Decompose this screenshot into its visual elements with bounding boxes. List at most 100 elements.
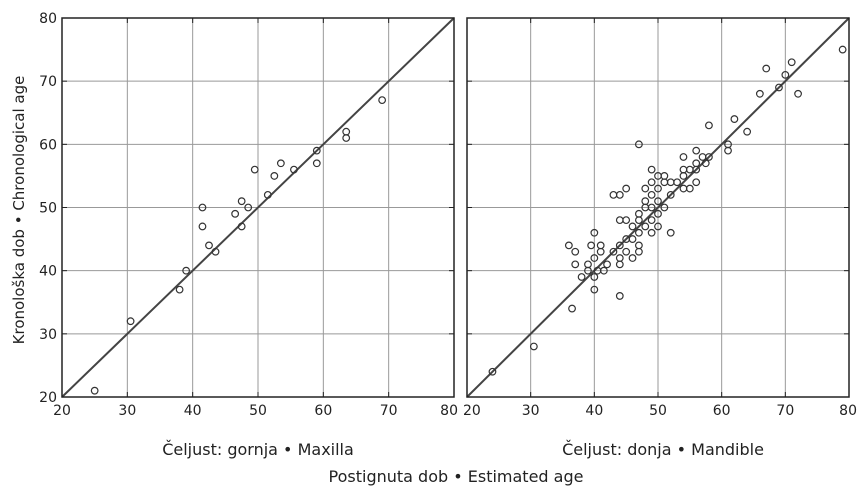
data-point xyxy=(198,203,207,212)
data-point xyxy=(198,222,207,231)
x-tick-label: 80 xyxy=(839,403,857,419)
data-point xyxy=(590,285,599,294)
data-point xyxy=(590,228,599,237)
maxilla-x-axis-label: Čeljust: gornja • Maxilla xyxy=(162,440,354,459)
y-tick-label: 60 xyxy=(39,137,57,153)
data-point xyxy=(263,190,272,199)
y-axis-label: Kronološka dob • Chronological age xyxy=(10,76,28,345)
data-point xyxy=(205,241,213,250)
data-point xyxy=(685,184,694,193)
data-point xyxy=(237,197,246,206)
data-point xyxy=(647,178,656,187)
data-point xyxy=(654,222,662,231)
x-tick-label: 40 xyxy=(184,403,202,419)
x-tick-label: 20 xyxy=(53,403,71,419)
data-point xyxy=(312,146,321,155)
data-point xyxy=(654,209,662,218)
maxilla-scatter-panel: 20 30 40 50 60 70 80 20 30 40 50 60 70 80 xyxy=(39,11,458,419)
mandible-x-axis-label: Čeljust: donja • Mandible xyxy=(562,440,764,459)
x-tick-label: 70 xyxy=(380,403,398,419)
data-point xyxy=(182,266,191,275)
data-point xyxy=(692,178,701,187)
mandible-scatter-panel: 20 30 40 50 60 70 80 xyxy=(463,17,857,419)
data-point xyxy=(596,241,605,250)
data-point xyxy=(250,165,259,174)
data-point xyxy=(615,292,624,300)
data-point xyxy=(577,273,586,281)
data-point xyxy=(276,159,285,168)
data-point xyxy=(628,235,637,243)
data-point xyxy=(529,342,538,351)
data-point xyxy=(615,254,624,262)
data-point xyxy=(838,45,847,54)
x-tick-label: 70 xyxy=(776,403,794,419)
data-point xyxy=(622,184,631,193)
data-point xyxy=(622,216,631,225)
y-tick-label: 40 xyxy=(39,264,57,280)
data-point xyxy=(660,172,669,180)
x-tick-label: 50 xyxy=(249,403,267,419)
y-tick-label: 80 xyxy=(39,11,57,27)
data-point xyxy=(641,197,650,206)
data-point xyxy=(312,159,321,168)
data-point xyxy=(488,367,497,376)
data-point xyxy=(654,184,662,193)
data-point xyxy=(244,203,253,212)
x-tick-label: 30 xyxy=(118,403,136,419)
data-point xyxy=(584,266,592,275)
data-point xyxy=(635,209,643,218)
x-tick-label: 50 xyxy=(649,403,667,419)
data-point xyxy=(641,222,650,231)
data-point xyxy=(590,273,599,281)
data-point xyxy=(692,146,701,155)
data-point xyxy=(628,222,637,231)
data-point xyxy=(673,178,681,187)
data-point xyxy=(622,247,631,256)
data-point xyxy=(666,190,675,199)
data-point xyxy=(568,304,576,313)
data-point xyxy=(211,247,220,256)
data-point xyxy=(231,209,240,218)
data-point xyxy=(654,197,662,206)
data-point xyxy=(628,254,637,262)
data-point xyxy=(692,159,701,168)
data-point xyxy=(603,260,611,269)
x-tick-label: 30 xyxy=(522,403,540,419)
data-point xyxy=(647,203,656,212)
data-point xyxy=(175,285,184,294)
data-point xyxy=(571,247,580,256)
data-point xyxy=(126,317,135,326)
data-point xyxy=(571,260,580,269)
data-point xyxy=(290,165,298,174)
data-point xyxy=(641,184,650,193)
x-axis-label: Postignuta dob • Estimated age xyxy=(329,467,584,486)
data-point xyxy=(378,96,387,105)
data-point xyxy=(660,203,669,212)
data-point xyxy=(270,172,279,180)
data-point xyxy=(237,222,246,231)
data-point xyxy=(609,247,618,256)
x-tick-label: 60 xyxy=(314,403,332,419)
data-point xyxy=(705,121,713,130)
data-point xyxy=(564,241,573,250)
data-point xyxy=(701,159,710,168)
data-point xyxy=(587,241,596,250)
x-tick-label: 80 xyxy=(440,403,458,419)
data-point xyxy=(635,140,643,149)
data-point xyxy=(615,241,624,250)
data-point xyxy=(647,228,656,237)
y-tick-label: 20 xyxy=(39,390,57,406)
data-point xyxy=(635,241,643,250)
x-tick-label: 40 xyxy=(585,403,603,419)
data-point xyxy=(775,83,783,92)
data-point xyxy=(615,190,624,199)
data-point xyxy=(590,254,599,262)
data-point xyxy=(635,228,643,237)
x-tick-label: 20 xyxy=(463,403,481,419)
identity-reference-line xyxy=(466,17,850,398)
data-point xyxy=(743,127,752,136)
identity-reference-line xyxy=(61,17,455,398)
data-point xyxy=(705,153,713,161)
data-point xyxy=(679,153,688,161)
